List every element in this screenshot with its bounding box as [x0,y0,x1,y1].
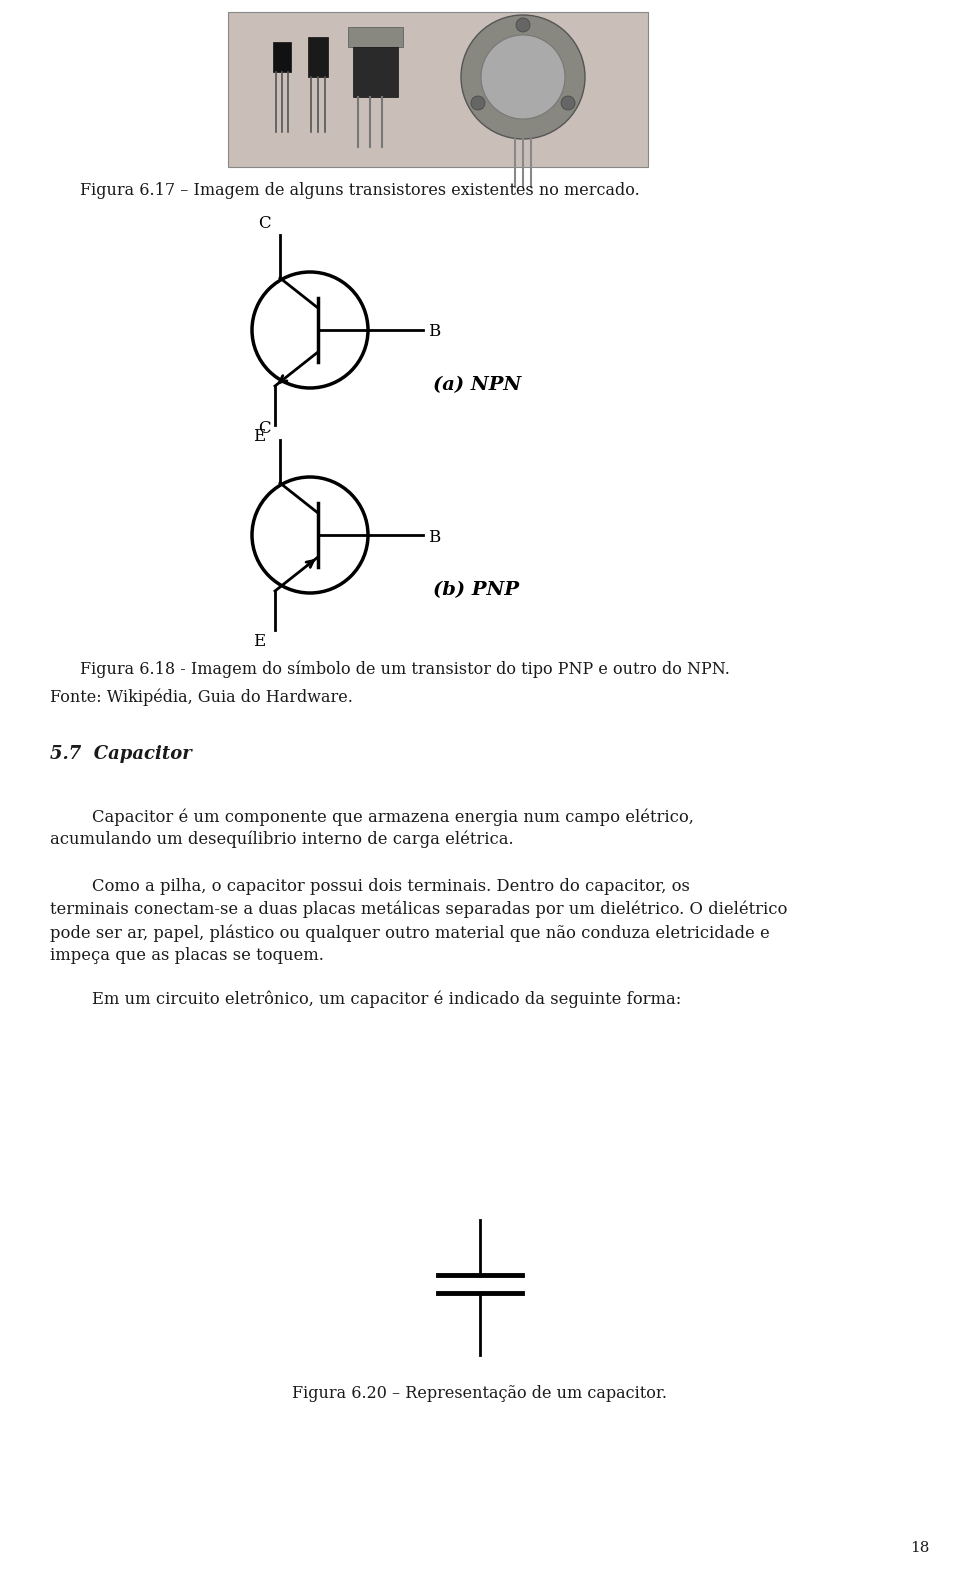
Text: C: C [258,421,271,436]
Text: C: C [258,216,271,232]
Bar [353,47,398,98]
Text: Capacitor é um componente que armazena energia num campo elétrico,: Capacitor é um componente que armazena e… [50,808,694,825]
Circle shape [561,96,575,110]
Circle shape [516,17,530,32]
Text: terminais conectam-se a duas placas metálicas separadas por um dielétrico. O die: terminais conectam-se a duas placas metá… [50,901,787,918]
Circle shape [481,35,565,120]
Bar [273,43,291,72]
Text: Como a pilha, o capacitor possui dois terminais. Dentro do capacitor, os: Como a pilha, o capacitor possui dois te… [50,877,690,895]
Bar [308,36,328,77]
Text: acumulando um desequílibrio interno de carga elétrica.: acumulando um desequílibrio interno de c… [50,832,514,849]
Text: E: E [253,428,265,446]
Circle shape [471,96,485,110]
Text: E: E [253,633,265,650]
Text: (b) PNP: (b) PNP [433,581,519,598]
Bar [228,13,648,167]
Text: (a) NPN: (a) NPN [433,376,521,394]
Text: impeça que as placas se toquem.: impeça que as placas se toquem. [50,947,324,964]
Circle shape [461,16,585,139]
Text: B: B [428,323,441,340]
Text: Figura 6.18 - Imagem do símbolo de um transistor do tipo PNP e outro do NPN.: Figura 6.18 - Imagem do símbolo de um tr… [80,660,730,677]
Bar [348,27,403,47]
Text: Figura 6.20 – Representação de um capacitor.: Figura 6.20 – Representação de um capaci… [293,1384,667,1402]
Text: pode ser ar, papel, plástico ou qualquer outro material que não conduza eletrici: pode ser ar, papel, plástico ou qualquer… [50,925,770,942]
Text: B: B [428,529,441,545]
Text: Figura 6.17 – Imagem de alguns transistores existentes no mercado.: Figura 6.17 – Imagem de alguns transisto… [80,183,639,198]
Text: Fonte: Wikipédia, Guia do Hardware.: Fonte: Wikipédia, Guia do Hardware. [50,688,353,706]
Text: 5.7  Capacitor: 5.7 Capacitor [50,745,192,762]
Text: Em um circuito eletrônico, um capacitor é indicado da seguinte forma:: Em um circuito eletrônico, um capacitor … [50,991,682,1008]
Text: 18: 18 [910,1540,929,1555]
